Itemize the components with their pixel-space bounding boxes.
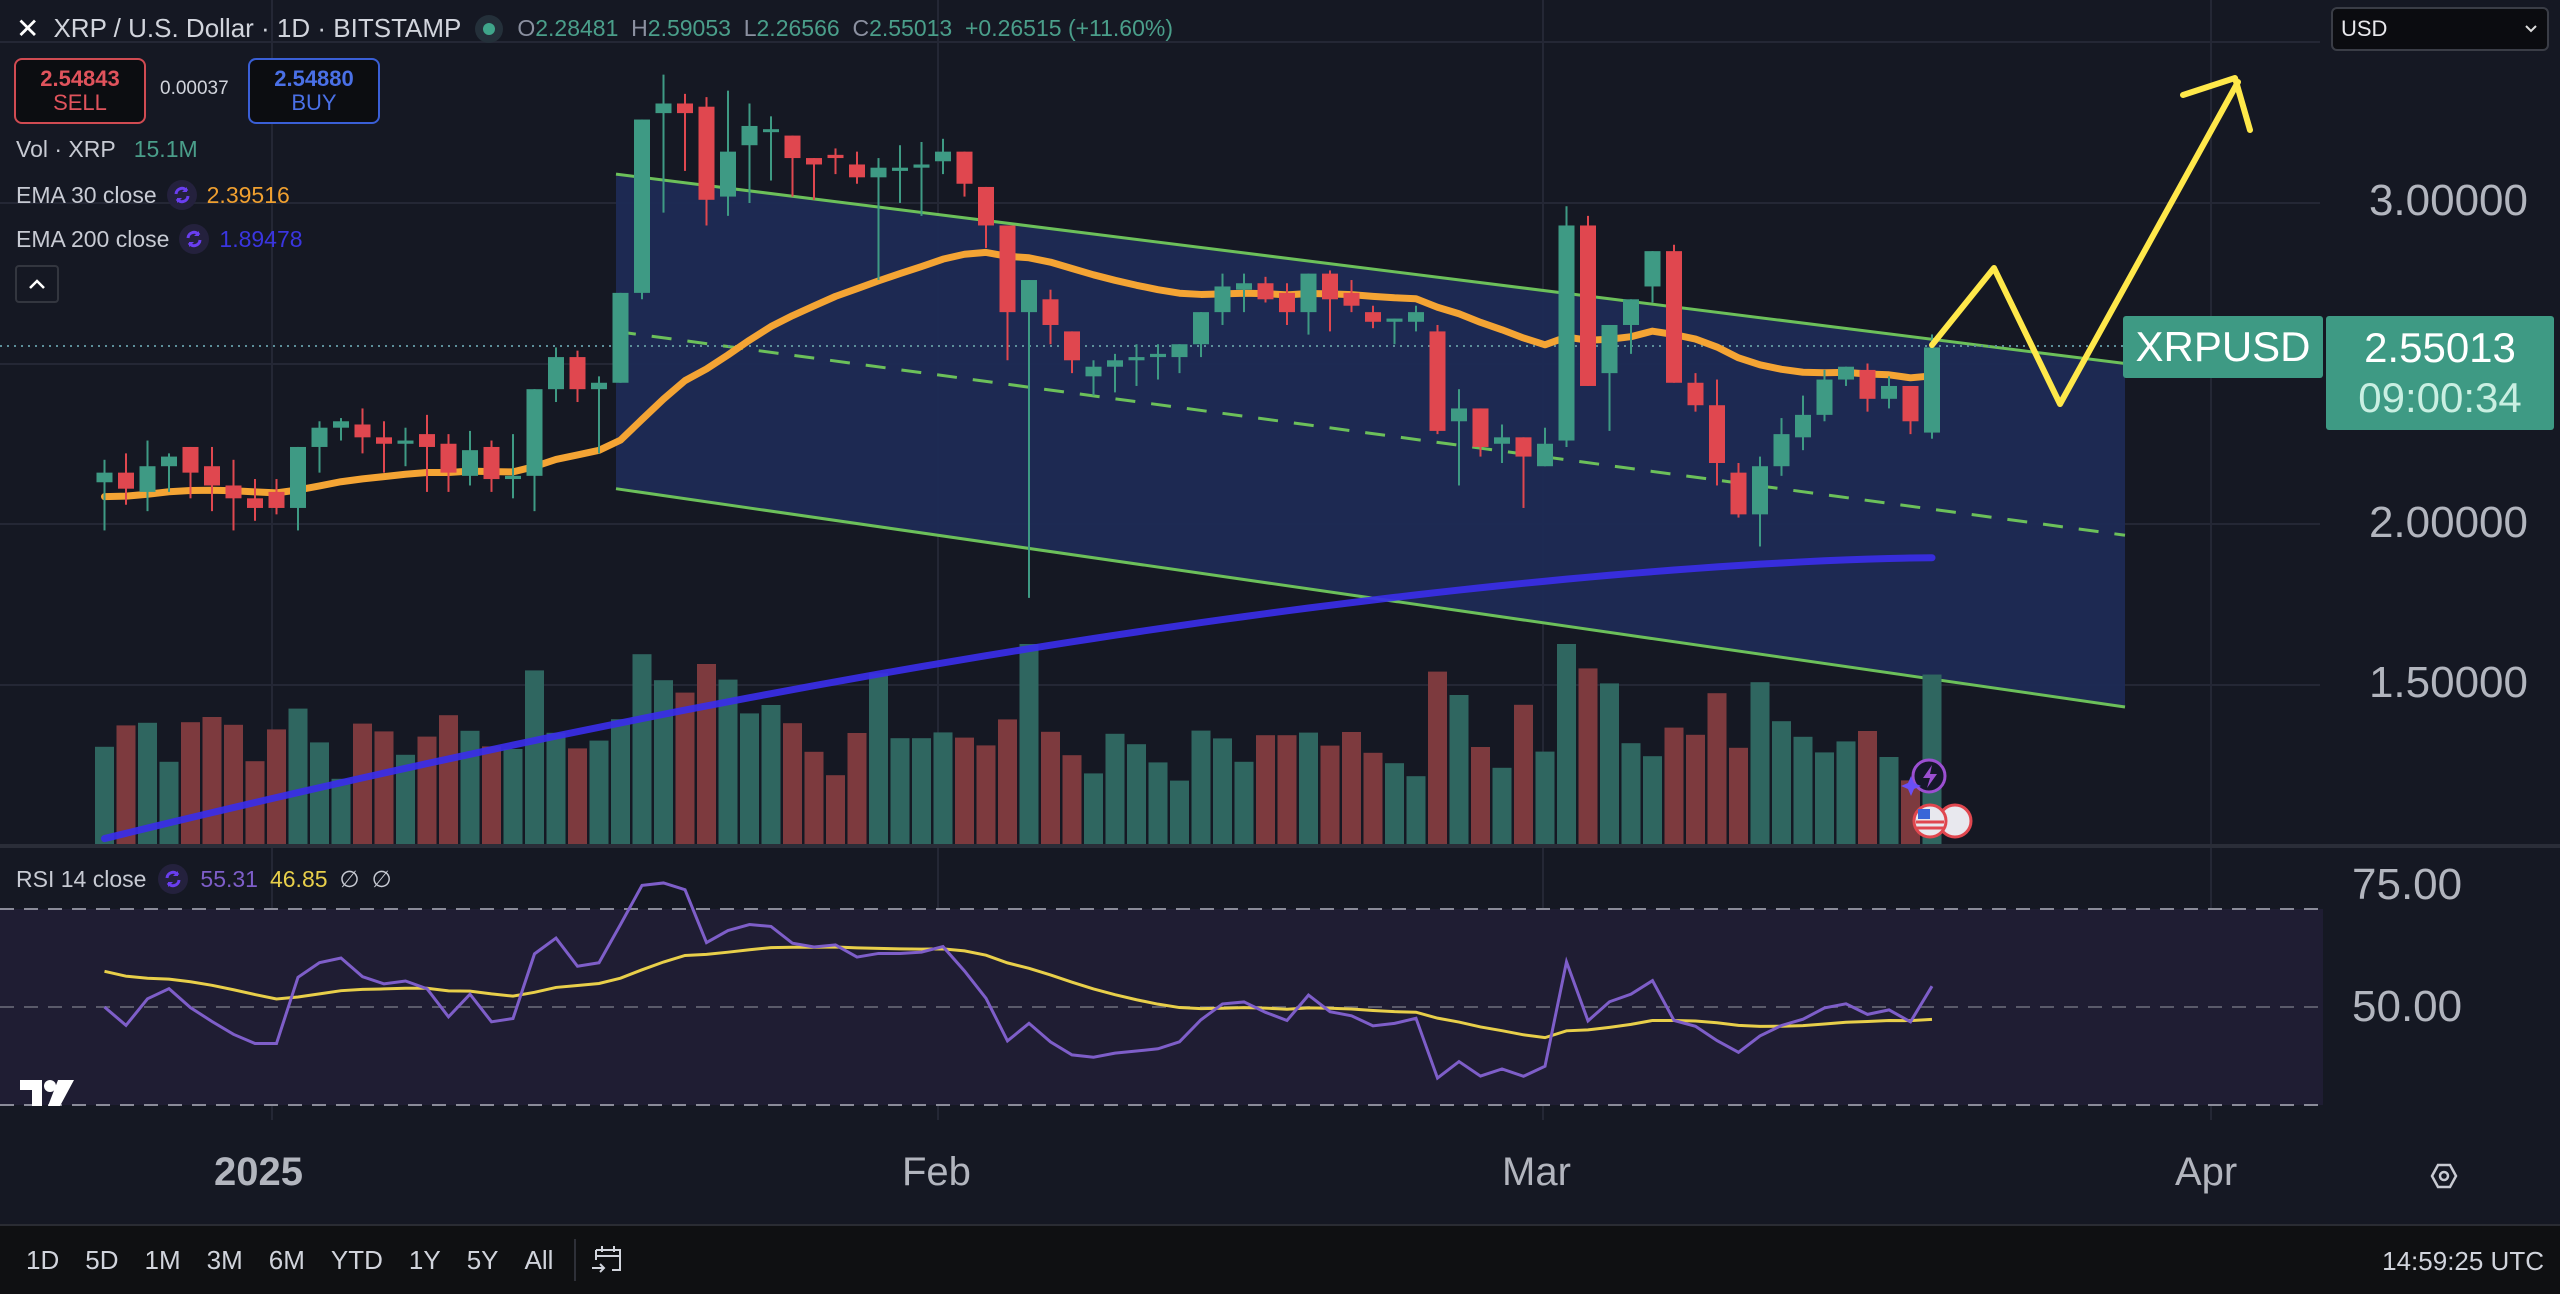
price-axis-label: 2.00000 <box>2368 498 2528 547</box>
currency-select[interactable]: USD <box>2331 7 2549 51</box>
symbol-header: ✕ XRP / U.S. Dollar · 1D · BITSTAMP O2.2… <box>16 12 1173 45</box>
channel-mid-line[interactable] <box>615 329 2126 537</box>
sync-icon[interactable] <box>166 180 197 210</box>
go-to-date-calendar-icon[interactable] <box>590 1242 626 1278</box>
ema30-line[interactable] <box>101 248 1936 501</box>
sparkle-icon <box>1901 776 1921 796</box>
rsi-legend[interactable]: RSI 14 close 55.31 46.85 ∅ ∅ <box>16 864 392 894</box>
spread-value: 0.00037 <box>160 78 229 99</box>
volume-legend[interactable]: Vol · XRP 15.1M <box>16 136 198 162</box>
ema30-legend[interactable]: EMA 30 close 2.39516 <box>16 180 290 210</box>
channel-upper-line[interactable] <box>615 172 2126 365</box>
range-5y[interactable]: 5Y <box>466 1244 499 1275</box>
time-axis-label: Mar <box>1502 1150 1571 1194</box>
sell-button[interactable]: 2.54843 SELL <box>14 58 146 124</box>
time-axis-label: Apr <box>2175 1150 2238 1194</box>
bottom-toolbar: 1D 5D 1M 3M 6M YTD 1Y 5Y All <box>0 1224 2560 1294</box>
symbol-price-tag: XRPUSD <box>2123 316 2323 378</box>
range-1m[interactable]: 1M <box>144 1244 181 1275</box>
rsi-axis-label: 50.00 <box>2352 982 2463 1031</box>
range-5d[interactable]: 5D <box>85 1244 119 1275</box>
range-1d[interactable]: 1D <box>26 1244 60 1275</box>
chevron-down-icon <box>2525 25 2537 33</box>
volume-bars <box>95 644 1942 844</box>
chevron-up-icon <box>29 279 45 289</box>
sync-icon[interactable] <box>179 224 210 254</box>
ema200-line[interactable] <box>101 554 1936 843</box>
time-axis-area[interactable] <box>0 1120 2560 1224</box>
toolbar-divider <box>574 1239 577 1281</box>
chart-canvas[interactable] <box>0 0 2560 1224</box>
settings-icon[interactable] <box>2430 1162 2458 1190</box>
events-markers[interactable] <box>1901 758 1973 839</box>
price-axis-label: 1.50000 <box>2368 658 2528 707</box>
last-price-tag: 2.55013 09:00:34 <box>2326 316 2554 430</box>
utc-clock[interactable]: 14:59:25 UTC <box>2382 1246 2544 1276</box>
market-status-icon[interactable] <box>475 14 504 43</box>
bar-countdown: 09:00:34 <box>2358 374 2522 421</box>
time-axis-label: 2025 <box>214 1150 303 1194</box>
price-axis-label: 3.00000 <box>2368 176 2528 225</box>
sync-icon[interactable] <box>158 864 189 894</box>
xrp-logo-icon: ✕ <box>16 13 40 44</box>
range-3m[interactable]: 3M <box>206 1244 243 1275</box>
arrow-head-icon <box>2180 75 2253 133</box>
candlesticks <box>96 74 1940 598</box>
range-1y[interactable]: 1Y <box>408 1244 441 1275</box>
range-all[interactable]: All <box>524 1244 554 1275</box>
parallel-channel[interactable] <box>616 174 2125 707</box>
ema200-legend[interactable]: EMA 200 close 1.89478 <box>16 224 303 254</box>
collapse-legend-button[interactable] <box>15 265 59 303</box>
symbol-title[interactable]: XRP / U.S. Dollar · 1D · BITSTAMP <box>53 13 462 43</box>
ohlc-values: O2.28481 H2.59053 L2.26566 C2.55013 +0.2… <box>517 15 1173 41</box>
rsi-axis-label: 75.00 <box>2352 860 2463 909</box>
buy-button[interactable]: 2.54880 BUY <box>248 58 380 124</box>
range-ytd[interactable]: YTD <box>330 1244 383 1275</box>
pane-divider[interactable] <box>0 844 2560 848</box>
range-6m[interactable]: 6M <box>268 1244 305 1275</box>
tradingview-logo-icon[interactable] <box>18 1078 76 1108</box>
rsi-levels <box>0 908 2323 1106</box>
rsi-ma-line[interactable] <box>104 945 1933 1040</box>
projection-arrow[interactable] <box>1929 79 2241 407</box>
time-axis-label: Feb <box>902 1150 971 1194</box>
rsi-line[interactable] <box>103 881 1934 1081</box>
